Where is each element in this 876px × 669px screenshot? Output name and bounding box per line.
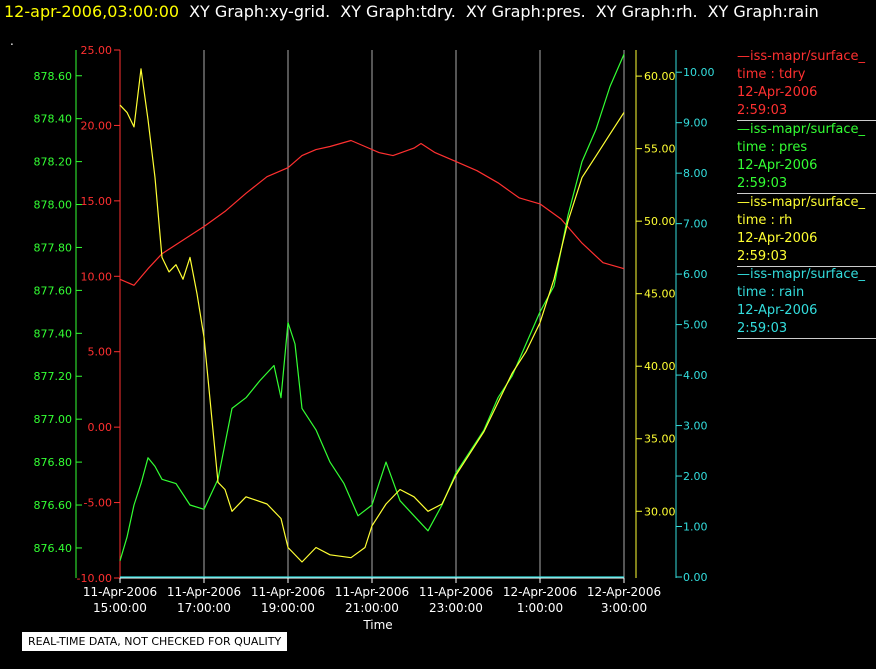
y-tick-label-rain: 10.00 — [683, 66, 715, 79]
y-tick-label-rain: 4.00 — [683, 369, 708, 382]
legend-time: 2:59:03 — [737, 176, 788, 191]
y-tick-label-pres: 877.20 — [34, 370, 73, 383]
legend-date: 12-Apr-2006 — [737, 85, 818, 100]
y-tick-label-pres: 876.60 — [34, 499, 73, 512]
x-tick-label-date: 11-Apr-2006 — [419, 585, 493, 599]
y-tick-label-pres: 878.40 — [34, 113, 73, 126]
timestamp: 12-apr-2006,03:00:00 — [4, 2, 180, 21]
y-tick-label-rh: 60.00 — [644, 70, 676, 83]
x-tick-label-date: 11-Apr-2006 — [335, 585, 409, 599]
y-tick-label-pres: 877.00 — [34, 413, 73, 426]
y-tick-label-pres: 877.60 — [34, 284, 73, 297]
legend-var: time : tdry — [737, 67, 806, 82]
y-tick-label-rain: 3.00 — [683, 420, 708, 433]
y-tick-label-pres: 876.80 — [34, 456, 73, 469]
y-tick-label-pres: 876.40 — [34, 542, 73, 555]
series-line-rh — [119, 68, 625, 563]
x-tick-label-date: 12-Apr-2006 — [503, 585, 577, 599]
legend-dash: — — [737, 195, 750, 210]
x-axis-label: Time — [362, 618, 392, 632]
y-tick-label-tdry: 5.00 — [88, 346, 113, 359]
y-tick-label-tdry: 0.00 — [88, 421, 113, 434]
quality-notice: REAL-TIME DATA, NOT CHECKED FOR QUALITY — [21, 631, 289, 652]
y-tick-label-rain: 7.00 — [683, 218, 708, 231]
legend-name: —iss-mapr/surface_ — [737, 49, 866, 64]
x-tick-label-date: 11-Apr-2006 — [83, 585, 157, 599]
legend-entry-rain: —iss-mapr/surface_ time : rain 12-Apr-20… — [737, 266, 876, 339]
chart-header: 12-apr-2006,03:00:00 XY Graph:xy-grid. XY … — [4, 2, 819, 21]
legend-time: 2:59:03 — [737, 321, 788, 336]
y-tick-label-tdry: 20.00 — [81, 119, 113, 132]
legend-entry-tdry: —iss-mapr/surface_ time : tdry 12-Apr-20… — [737, 48, 876, 121]
series-line-tdry — [119, 139, 625, 286]
legend-date: 12-Apr-2006 — [737, 303, 818, 318]
y-tick-label-pres: 878.00 — [34, 199, 73, 212]
graph-title-tdry: XY Graph:tdry. — [340, 2, 456, 21]
legend-entry-rh: —iss-mapr/surface_ time : rh 12-Apr-2006… — [737, 194, 876, 267]
x-tick-label-time: 19:00:00 — [261, 601, 315, 615]
legend-dash: — — [737, 49, 750, 64]
y-tick-label-tdry: 15.00 — [81, 195, 113, 208]
header-dot: . — [10, 34, 14, 48]
y-tick-label-pres: 878.60 — [34, 70, 73, 83]
y-tick-label-tdry: -10.00 — [77, 572, 112, 585]
x-tick-label-date: 11-Apr-2006 — [251, 585, 325, 599]
x-tick-label-time: 17:00:00 — [177, 601, 231, 615]
y-tick-label-rain: 9.00 — [683, 117, 708, 130]
y-tick-label-rh: 30.00 — [644, 505, 676, 518]
x-tick-label-time: 1:00:00 — [517, 601, 563, 615]
y-tick-label-rain: 8.00 — [683, 167, 708, 180]
legend-name: —iss-mapr/surface_ — [737, 267, 866, 282]
y-tick-label-rh: 35.00 — [644, 433, 676, 446]
graph-title-xy-grid: XY Graph:xy-grid. — [189, 2, 331, 21]
x-tick-label-date: 11-Apr-2006 — [167, 585, 241, 599]
y-tick-label-rh: 55.00 — [644, 143, 676, 156]
legend-time: 2:59:03 — [737, 249, 788, 264]
graph-title-pres: XY Graph:pres. — [465, 2, 586, 21]
y-tick-label-pres: 878.20 — [34, 156, 73, 169]
y-tick-label-rh: 40.00 — [644, 360, 676, 373]
legend-var: time : pres — [737, 140, 808, 155]
y-tick-label-rain: 0.00 — [683, 571, 708, 584]
y-tick-label-tdry: 10.00 — [81, 270, 113, 283]
y-tick-label-rain: 5.00 — [683, 319, 708, 332]
y-tick-label-tdry: 25.00 — [81, 44, 113, 57]
series-line-pres — [119, 54, 625, 561]
y-tick-label-rain: 6.00 — [683, 268, 708, 281]
legend-date: 12-Apr-2006 — [737, 231, 818, 246]
legend-dash: — — [737, 122, 750, 137]
legend-time: 2:59:03 — [737, 103, 788, 118]
x-tick-label-time: 23:00:00 — [429, 601, 483, 615]
legend-name: —iss-mapr/surface_ — [737, 195, 866, 210]
y-tick-label-rain: 1.00 — [683, 521, 708, 534]
x-tick-label-time: 21:00:00 — [345, 601, 399, 615]
y-tick-label-rh: 50.00 — [644, 215, 676, 228]
y-tick-label-tdry: -5.00 — [84, 497, 112, 510]
legend-entry-pres: —iss-mapr/surface_ time : pres 12-Apr-20… — [737, 121, 876, 194]
legend-dash: — — [737, 267, 750, 282]
x-tick-label-date: 12-Apr-2006 — [587, 585, 661, 599]
legend-var: time : rh — [737, 213, 793, 228]
y-tick-label-pres: 877.40 — [34, 327, 73, 340]
x-tick-label-time: 15:00:00 — [93, 601, 147, 615]
y-tick-label-pres: 877.80 — [34, 241, 73, 254]
y-tick-label-rh: 45.00 — [644, 288, 676, 301]
legend-name: —iss-mapr/surface_ — [737, 122, 866, 137]
graph-title-rain: XY Graph:rain — [707, 2, 819, 21]
legend-var: time : rain — [737, 285, 805, 300]
x-tick-label-time: 3:00:00 — [601, 601, 647, 615]
legend-date: 12-Apr-2006 — [737, 158, 818, 173]
graph-title-rh: XY Graph:rh. — [595, 2, 698, 21]
y-tick-label-rain: 2.00 — [683, 470, 708, 483]
